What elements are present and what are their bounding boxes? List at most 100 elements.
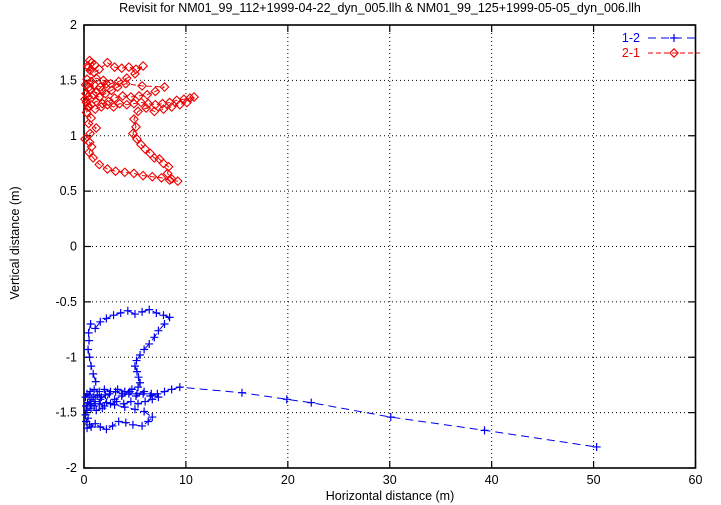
- data-point-plus: [117, 392, 126, 401]
- data-point-plus: [141, 397, 150, 406]
- series-markers-2-1: [80, 55, 200, 187]
- data-point-plus: [91, 377, 100, 386]
- data-point-plus: [95, 399, 104, 408]
- data-point-diamond: [81, 107, 92, 118]
- data-point-plus: [130, 405, 139, 414]
- data-point-plus: [85, 390, 94, 399]
- data-point-plus: [130, 310, 139, 319]
- series-1-2: [81, 305, 601, 451]
- data-point-diamond: [82, 60, 93, 71]
- legend-entry-1-2: 1-2: [622, 31, 700, 45]
- data-point-diamond: [166, 173, 177, 184]
- data-point-plus: [139, 389, 148, 398]
- data-point-diamond: [94, 159, 105, 170]
- data-point-plus: [140, 345, 149, 354]
- data-point-plus: [134, 373, 143, 382]
- chart-title: Revisit for NM01_99_112+1999-04-22_dyn_0…: [119, 1, 641, 15]
- data-point-diamond: [112, 82, 123, 92]
- data-point-plus: [160, 320, 169, 329]
- data-point-diamond: [142, 89, 153, 100]
- data-point-plus: [146, 392, 155, 401]
- data-point-diamond: [81, 97, 92, 108]
- data-point-plus: [150, 333, 159, 342]
- data-point-diamond: [94, 92, 105, 102]
- data-point-diamond: [166, 101, 177, 112]
- data-point-plus: [670, 34, 678, 42]
- legend-entry-2-1: 2-1: [622, 46, 700, 60]
- data-point-diamond: [119, 167, 130, 178]
- data-point-plus: [84, 328, 93, 337]
- data-point-diamond: [138, 60, 149, 71]
- data-point-diamond: [113, 76, 124, 87]
- data-point-diamond: [172, 176, 183, 187]
- data-point-plus: [154, 393, 163, 402]
- data-point-diamond: [138, 170, 149, 181]
- data-point-diamond: [110, 166, 121, 177]
- y-tick-label: -2: [66, 461, 77, 475]
- data-point-diamond: [80, 134, 90, 145]
- data-point-plus: [167, 385, 176, 394]
- data-point-plus: [128, 420, 137, 429]
- data-point-plus: [83, 424, 92, 433]
- data-point-plus: [85, 353, 94, 362]
- data-point-plus: [90, 385, 99, 394]
- data-point-diamond: [189, 92, 200, 102]
- data-point-plus: [110, 395, 119, 404]
- legend-label: 2-1: [622, 46, 640, 60]
- data-point-plus: [85, 336, 94, 345]
- data-point-diamond: [103, 96, 114, 107]
- data-point-plus: [153, 389, 162, 398]
- data-point-plus: [145, 305, 154, 314]
- data-point-plus: [100, 385, 109, 394]
- data-point-plus: [121, 418, 130, 427]
- data-point-diamond: [137, 80, 148, 91]
- data-point-diamond: [88, 152, 99, 163]
- x-axis-label: Horizontal distance (m): [325, 489, 455, 503]
- data-point-plus: [87, 423, 96, 432]
- data-point-diamond: [130, 121, 141, 132]
- data-point-plus: [136, 378, 145, 387]
- data-point-plus: [96, 423, 105, 432]
- x-tick-label: 30: [383, 473, 397, 487]
- x-tick-label: 0: [81, 473, 88, 487]
- data-point-plus: [86, 320, 95, 329]
- data-point-diamond: [185, 93, 195, 104]
- data-point-diamond: [141, 103, 152, 114]
- data-point-plus: [134, 383, 143, 392]
- data-point-diamond: [84, 55, 95, 66]
- data-point-diamond: [174, 99, 185, 110]
- x-tick-labels: 0 10 20 30 40 50 60: [81, 473, 703, 487]
- data-point-plus: [96, 317, 105, 326]
- data-point-plus: [91, 324, 100, 333]
- data-point-plus: [109, 311, 118, 320]
- data-point-diamond: [164, 175, 175, 186]
- data-point-diamond: [123, 62, 134, 73]
- data-point-diamond: [159, 82, 170, 92]
- data-point-diamond: [109, 93, 120, 104]
- data-point-diamond: [127, 128, 138, 139]
- data-point-plus: [87, 362, 96, 371]
- data-point-plus: [123, 306, 132, 315]
- data-point-plus: [96, 395, 105, 404]
- data-point-plus: [86, 399, 95, 408]
- data-point-plus: [237, 388, 246, 397]
- data-point-diamond: [88, 89, 99, 100]
- data-point-plus: [102, 314, 111, 323]
- data-point-plus: [84, 414, 93, 423]
- data-point-diamond: [132, 134, 142, 145]
- data-point-plus: [124, 389, 133, 398]
- data-point-plus: [592, 442, 601, 451]
- data-point-plus: [102, 425, 111, 434]
- data-point-plus: [101, 390, 110, 399]
- data-point-plus: [83, 389, 92, 398]
- data-point-diamond: [86, 113, 97, 124]
- data-point-diamond: [128, 168, 139, 179]
- series-markers-1-2: [81, 305, 601, 451]
- y-tick-labels: -2 -1.5 -1 -0.5 0 0.5 1 1.5 2: [55, 18, 77, 475]
- data-point-diamond: [125, 92, 136, 102]
- y-tick-label: 0: [70, 240, 77, 254]
- y-tick-label: 0.5: [60, 184, 77, 198]
- legend: 1-22-1: [622, 31, 700, 60]
- y-axis-label: Vertical distance (m): [8, 186, 22, 300]
